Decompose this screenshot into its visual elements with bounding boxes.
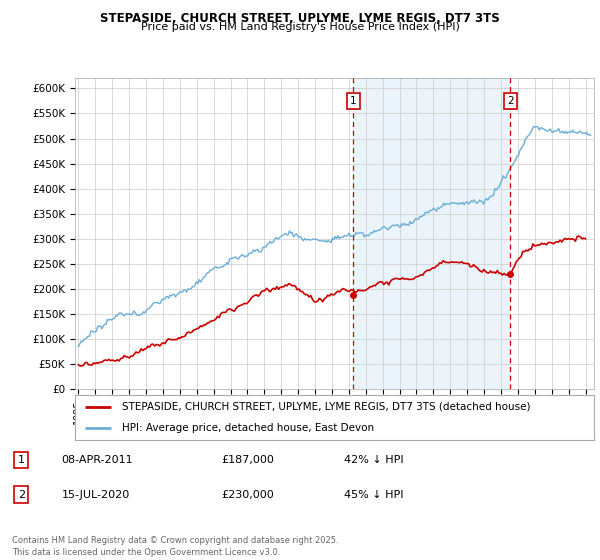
Text: £187,000: £187,000 bbox=[221, 455, 274, 465]
Text: 15-JUL-2020: 15-JUL-2020 bbox=[61, 490, 130, 500]
Text: HPI: Average price, detached house, East Devon: HPI: Average price, detached house, East… bbox=[122, 422, 374, 432]
Text: Contains HM Land Registry data © Crown copyright and database right 2025.
This d: Contains HM Land Registry data © Crown c… bbox=[12, 536, 338, 557]
Bar bbox=[353, 78, 510, 389]
Text: 1: 1 bbox=[350, 96, 357, 106]
Text: 42% ↓ HPI: 42% ↓ HPI bbox=[344, 455, 403, 465]
Text: 1: 1 bbox=[18, 455, 25, 465]
Text: STEPASIDE, CHURCH STREET, UPLYME, LYME REGIS, DT7 3TS: STEPASIDE, CHURCH STREET, UPLYME, LYME R… bbox=[100, 12, 500, 25]
Text: Price paid vs. HM Land Registry's House Price Index (HPI): Price paid vs. HM Land Registry's House … bbox=[140, 22, 460, 32]
Text: 2: 2 bbox=[507, 96, 514, 106]
Text: 08-APR-2011: 08-APR-2011 bbox=[61, 455, 133, 465]
Text: STEPASIDE, CHURCH STREET, UPLYME, LYME REGIS, DT7 3TS (detached house): STEPASIDE, CHURCH STREET, UPLYME, LYME R… bbox=[122, 402, 530, 412]
Text: 2: 2 bbox=[18, 490, 25, 500]
Text: £230,000: £230,000 bbox=[221, 490, 274, 500]
Text: 45% ↓ HPI: 45% ↓ HPI bbox=[344, 490, 403, 500]
